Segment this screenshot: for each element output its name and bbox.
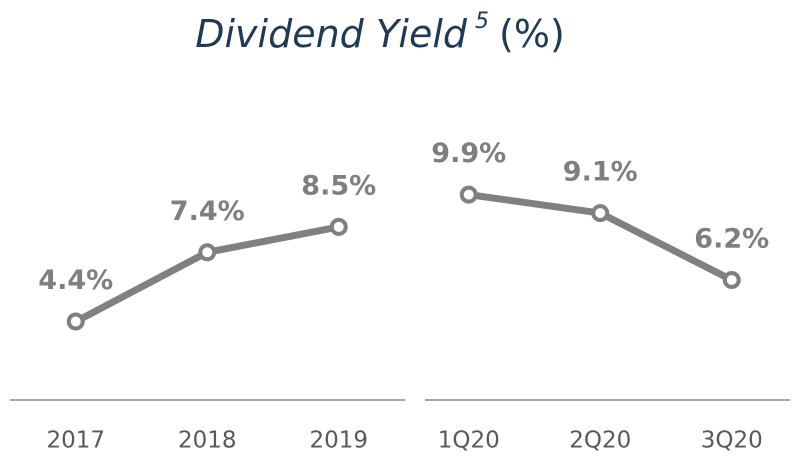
- x-tick-label: 1Q20: [438, 428, 500, 454]
- marker: [198, 243, 217, 262]
- x-tick-label: 3Q20: [701, 428, 763, 454]
- marker: [66, 312, 85, 331]
- value-label: 6.2%: [694, 224, 769, 255]
- value-label: 8.5%: [301, 170, 376, 201]
- title-note: 5: [475, 9, 489, 34]
- marker: [459, 185, 478, 204]
- x-tick-label: 2017: [46, 428, 105, 454]
- marker: [722, 271, 741, 289]
- x-tick-label: 2019: [309, 428, 368, 454]
- marker: [591, 204, 610, 223]
- x-tick-label: 2018: [178, 428, 237, 454]
- value-label: 7.4%: [170, 196, 245, 227]
- value-label: 9.9%: [431, 138, 506, 169]
- value-label: 9.1%: [563, 157, 638, 188]
- x-tick-label: 2Q20: [569, 428, 631, 454]
- chart-title: Dividend Yield 5 (%): [195, 9, 565, 56]
- value-label: 4.4%: [38, 265, 113, 296]
- line: [74, 223, 340, 325]
- title-text: Dividend Yield: [195, 12, 468, 56]
- marker: [329, 217, 348, 236]
- title-unit: (%): [499, 12, 565, 56]
